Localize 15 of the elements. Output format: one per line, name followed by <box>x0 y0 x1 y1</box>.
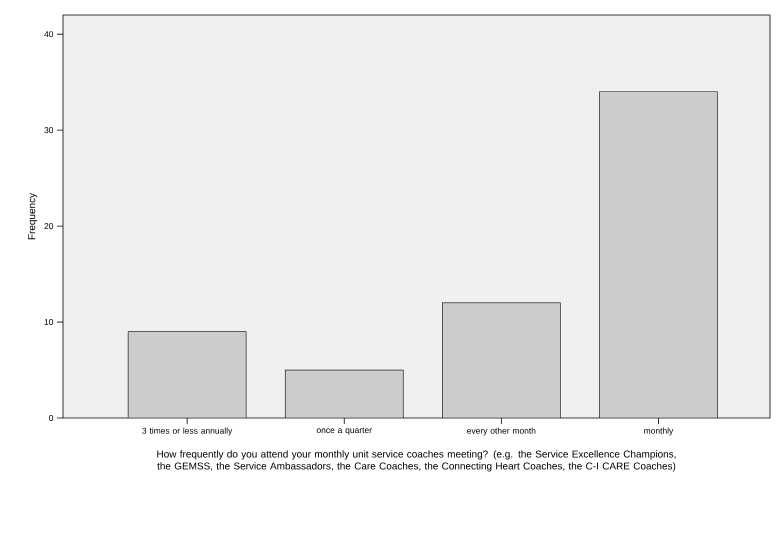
x-tick-label: every other month <box>467 428 536 436</box>
y-tick-label: 10 <box>44 319 54 326</box>
x-tick-label: once a quarter <box>316 428 372 435</box>
x-axis-title: How frequently do you attend your monthly unit service coaches meeting? (e.g. the Service Excellence Champions, the GEMSS, the Service Ambassadors, the Care Coaches, the Connecting Heart Coaches, the C-I CARE Coaches) <box>157 450 676 472</box>
x-tick-label: monthly <box>644 428 674 436</box>
y-tick-label: 20 <box>44 223 54 230</box>
y-tick-label: 0 <box>49 415 54 421</box>
y-tick-label: 40 <box>44 31 54 38</box>
bar <box>284 370 404 418</box>
x-tick-label: 3 times or less annually <box>142 428 232 436</box>
y-axis-title: Frequency <box>28 192 38 240</box>
bar <box>128 332 246 418</box>
bar <box>442 302 561 418</box>
bar <box>599 91 718 418</box>
y-tick-label: 30 <box>44 127 54 134</box>
